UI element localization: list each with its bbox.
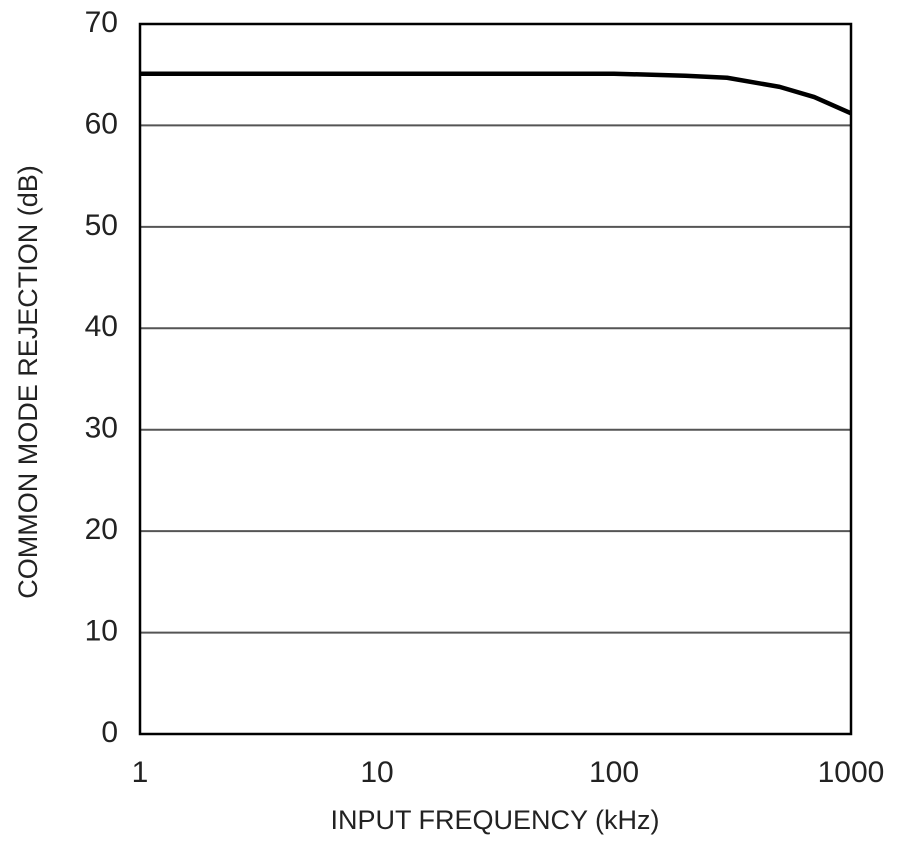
y-tick-label: 60 bbox=[85, 107, 118, 140]
y-tick-label: 50 bbox=[85, 209, 118, 242]
x-tick-label: 1 bbox=[132, 756, 149, 789]
y-tick-label: 40 bbox=[85, 310, 118, 343]
x-tick-label: 10 bbox=[360, 756, 393, 789]
y-tick-label: 30 bbox=[85, 412, 118, 445]
plot-frame bbox=[138, 22, 853, 736]
y-tick-label: 70 bbox=[85, 6, 118, 39]
y-tick-label: 10 bbox=[85, 614, 118, 647]
y-tick-label: 0 bbox=[101, 716, 118, 749]
y-tick-label: 20 bbox=[85, 513, 118, 546]
y-axis-title: COMMON MODE REJECTION (dB) bbox=[13, 165, 43, 599]
x-tick-label: 1000 bbox=[818, 756, 885, 789]
x-axis-title: INPUT FREQUENCY (kHz) bbox=[330, 805, 659, 835]
x-tick-label: 100 bbox=[589, 756, 639, 789]
data-line bbox=[140, 71, 852, 116]
